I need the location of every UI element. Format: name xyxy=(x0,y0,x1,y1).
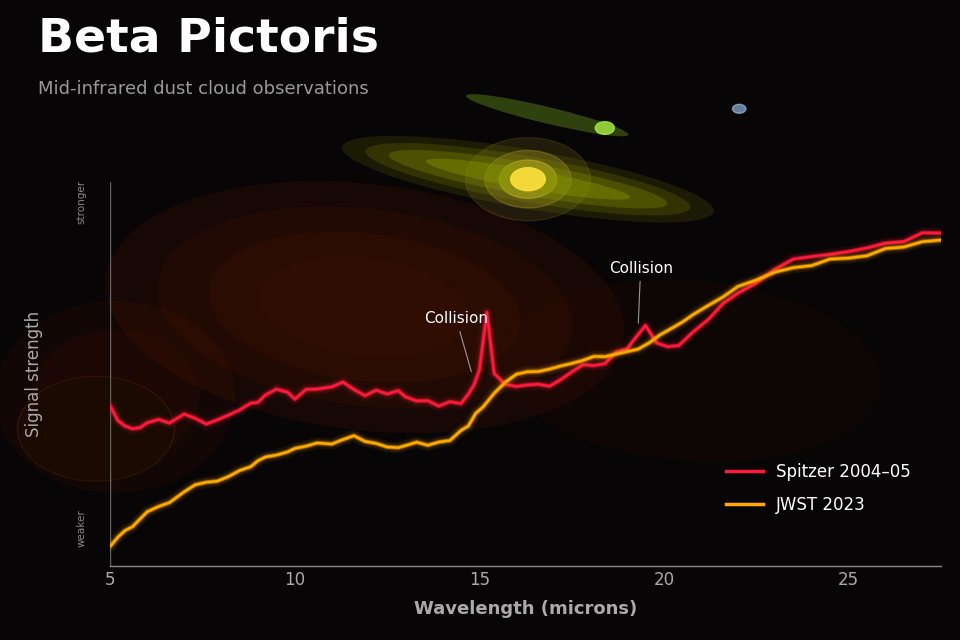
Text: weaker: weaker xyxy=(77,509,86,547)
Text: Signal strength: Signal strength xyxy=(25,311,42,438)
Circle shape xyxy=(732,104,746,113)
Circle shape xyxy=(499,160,557,198)
Text: Mid-infrared dust cloud observations: Mid-infrared dust cloud observations xyxy=(38,80,370,98)
Ellipse shape xyxy=(501,280,881,462)
Ellipse shape xyxy=(106,181,624,433)
X-axis label: Wavelength (microns): Wavelength (microns) xyxy=(414,600,637,618)
Circle shape xyxy=(17,376,175,481)
Ellipse shape xyxy=(466,94,629,136)
Circle shape xyxy=(511,168,545,191)
Ellipse shape xyxy=(0,301,235,493)
Text: Beta Pictoris: Beta Pictoris xyxy=(38,16,379,61)
Circle shape xyxy=(466,138,590,221)
Ellipse shape xyxy=(157,207,572,408)
Ellipse shape xyxy=(426,159,630,200)
Ellipse shape xyxy=(389,150,667,209)
Text: Collision: Collision xyxy=(609,261,673,323)
Circle shape xyxy=(485,150,571,208)
Ellipse shape xyxy=(209,232,520,383)
Text: Collision: Collision xyxy=(424,311,488,372)
Circle shape xyxy=(19,378,173,480)
Ellipse shape xyxy=(366,143,690,216)
Ellipse shape xyxy=(342,136,714,223)
Text: stronger: stronger xyxy=(77,180,86,223)
Circle shape xyxy=(595,122,614,134)
Legend: Spitzer 2004–05, JWST 2023: Spitzer 2004–05, JWST 2023 xyxy=(712,450,924,527)
Ellipse shape xyxy=(31,330,200,464)
Ellipse shape xyxy=(261,257,468,358)
